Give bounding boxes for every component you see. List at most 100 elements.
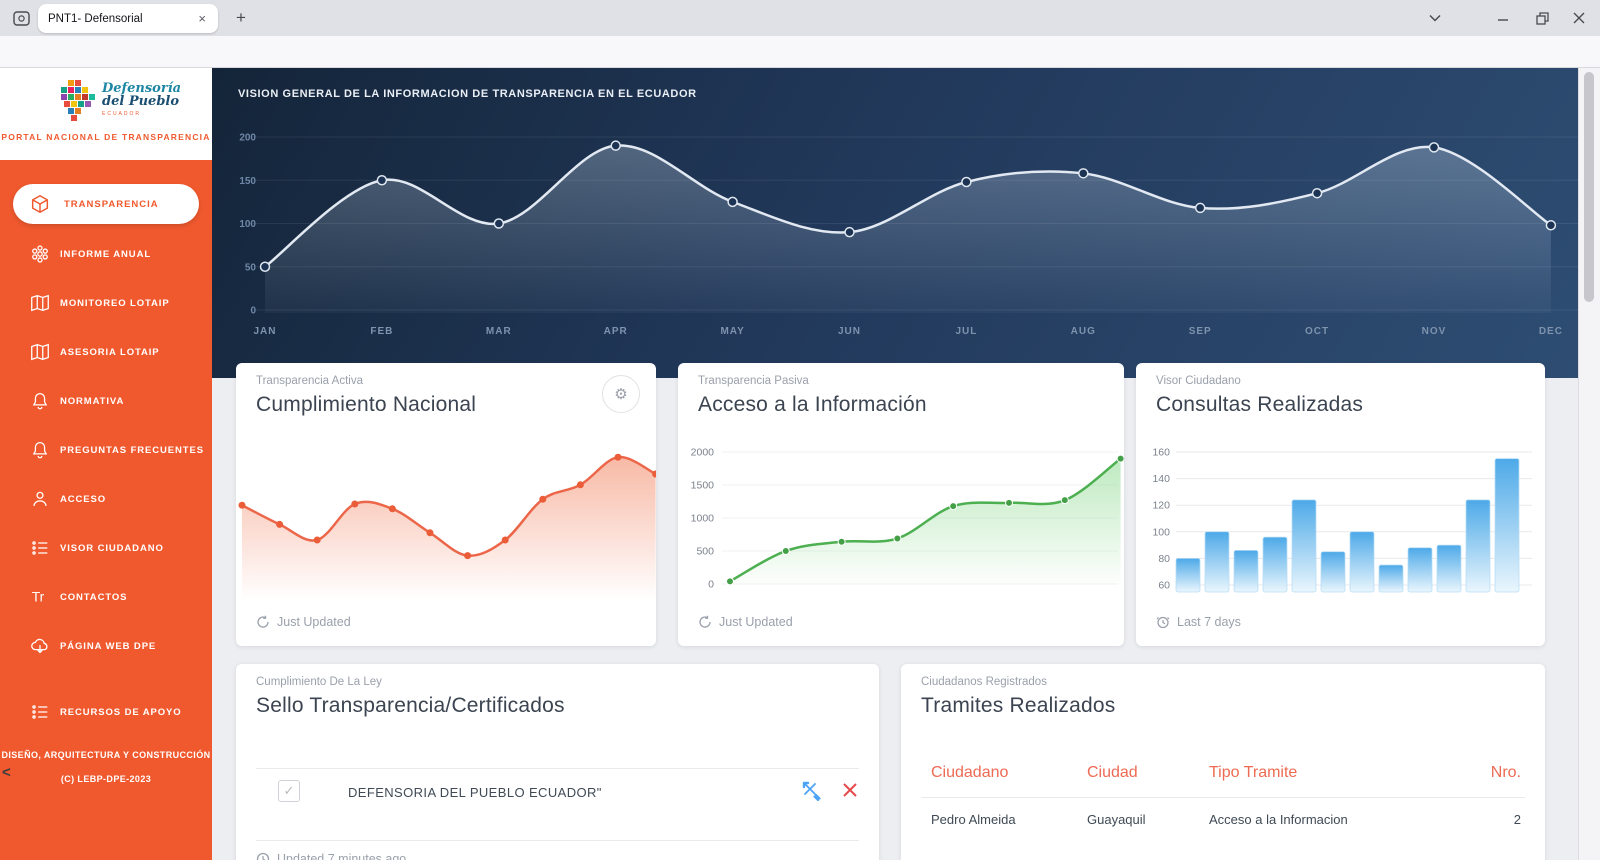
svg-text:MAR: MAR	[486, 326, 512, 337]
sidebar-item-label: CONTACTOS	[60, 591, 128, 603]
sidebar-item-label: RECURSOS DE APOYO	[60, 706, 182, 718]
sidebar-item-label: VISOR CIUDADANO	[60, 542, 164, 554]
sidebar-item-label: MONITOREO LOTAIP	[60, 297, 170, 309]
card-category: Transparencia Pasiva	[698, 375, 809, 387]
card-cumplimiento-nacional: Transparencia Activa Cumplimiento Nacion…	[236, 363, 656, 646]
restore-window-icon[interactable]	[1531, 7, 1553, 29]
svg-text:160: 160	[1152, 447, 1170, 459]
ecuador-mosaic-logo	[61, 80, 95, 121]
list-icon	[28, 537, 52, 559]
portal-title: PORTAL NACIONAL DE TRANSPARENCIA	[1, 132, 211, 142]
svg-text:0: 0	[250, 306, 256, 317]
sidebar-item-monitoreo-lotaip[interactable]: MONITOREO LOTAIP	[0, 283, 212, 323]
list-icon	[28, 701, 52, 723]
hero-line-chart: 200 150 100 50 0 JAN FEB MAR APR MAY JUN JUL AUG SEP O…	[239, 133, 1578, 337]
card-acceso-informacion: Transparencia Pasiva Acceso a la Informa…	[678, 363, 1124, 646]
svg-text:SEP: SEP	[1189, 326, 1212, 337]
card-footer: Just Updated	[698, 615, 793, 629]
acceso-chart: 2000 1500 1000 500 0	[691, 447, 1124, 591]
sidebar-collapse-icon[interactable]: <	[2, 764, 11, 781]
sidebar-item-label: INFORME ANUAL	[60, 248, 152, 260]
defensoria-logo: Defensoría del Pueblo ECUADOR	[58, 78, 181, 124]
svg-text:100: 100	[1152, 526, 1170, 538]
person-icon	[28, 488, 52, 510]
sidebar-item-contactos[interactable]: Tr CONTACTOS	[0, 577, 212, 617]
svg-text:AUG: AUG	[1071, 326, 1096, 337]
sidebar-item-label: NORMATIVA	[60, 395, 125, 407]
svg-text:1500: 1500	[691, 480, 715, 492]
card-title: Sello Transparencia/Certificados	[256, 694, 565, 717]
clock-icon	[1156, 615, 1170, 629]
delete-x-icon[interactable]	[842, 782, 858, 798]
new-tab-button[interactable]: +	[236, 8, 246, 27]
col-header-tipo-tramite: Tipo Tramite	[1209, 764, 1298, 781]
svg-text:JAN: JAN	[253, 326, 276, 337]
svg-text:1000: 1000	[691, 513, 715, 525]
cell-tipo: Acceso a la Informacion	[1209, 812, 1348, 827]
tab-close-icon[interactable]: ×	[198, 11, 206, 26]
sidebar-item-transparencia[interactable]: TRANSPARENCIA	[13, 184, 199, 224]
brand-line3: ECUADOR	[102, 110, 142, 117]
sidebar-item-normativa[interactable]: NORMATIVA	[0, 381, 212, 421]
svg-text:JUL: JUL	[955, 326, 977, 337]
card-footer: Last 7 days	[1156, 615, 1241, 629]
svg-text:APR: APR	[604, 326, 628, 337]
sidebar-item-acceso[interactable]: ACCESO	[0, 479, 212, 519]
scrollbar-thumb[interactable]	[1584, 72, 1594, 302]
scrollbar-track[interactable]	[1578, 68, 1600, 860]
svg-text:100: 100	[239, 219, 256, 230]
divider	[921, 797, 1525, 798]
sidebar-item-asesoria-lotaip[interactable]: ASESORIA LOTAIP	[0, 332, 212, 372]
sidebar-item-label: ASESORIA LOTAIP	[60, 346, 160, 358]
tab-list-chevron-icon[interactable]	[1424, 7, 1446, 29]
col-header-ciudadano: Ciudadano	[931, 764, 1009, 781]
card-footer: Updated 7 minutes ago	[256, 852, 406, 860]
svg-text:MAY: MAY	[720, 326, 744, 337]
card-sello-transparencia: Cumplimiento De La Ley Sello Transparenc…	[236, 664, 879, 860]
card-title: Acceso a la Información	[698, 393, 927, 416]
svg-text:2000: 2000	[691, 447, 715, 459]
sidebar-item-visor-ciudadano[interactable]: VISOR CIUDADANO	[0, 528, 212, 568]
gear-icon[interactable]: ⚙	[602, 375, 640, 413]
brand-line2: del Pueblo	[102, 93, 180, 109]
card-category: Transparencia Activa	[256, 375, 363, 387]
close-window-icon[interactable]	[1568, 7, 1590, 29]
edit-tools-icon[interactable]	[802, 781, 822, 801]
sidebar-item-recursos-de-apoyo[interactable]: RECURSOS DE APOYO	[0, 692, 212, 732]
firefox-view-icon[interactable]	[10, 7, 32, 29]
sidebar-footer-credit: DISEÑO, ARQUITECTURA Y CONSTRUCCIÓN	[1, 750, 211, 760]
card-tramites-realizados: Ciudadanos Registrados Tramites Realizad…	[901, 664, 1545, 860]
minimize-window-icon[interactable]	[1492, 7, 1514, 29]
brand-line1: Defensoría	[102, 80, 182, 96]
card-consultas-realizadas: Visor Ciudadano Consultas Realizadas 160…	[1136, 363, 1545, 646]
cube-icon	[29, 193, 51, 215]
col-header-ciudad: Ciudad	[1087, 764, 1138, 781]
sidebar-item-pagina-web-dpe[interactable]: PÁGINA WEB DPE	[0, 626, 212, 666]
cell-ciudadano: Pedro Almeida	[931, 812, 1016, 827]
svg-text:50: 50	[245, 262, 257, 273]
atom-icon	[28, 243, 52, 265]
text-format-icon: Tr	[28, 586, 52, 608]
col-header-nro: Nro.	[1490, 764, 1521, 781]
card-title: Tramites Realizados	[921, 694, 1116, 717]
card-title: Cumplimiento Nacional	[256, 393, 477, 416]
sidebar-item-preguntas-frecuentes[interactable]: PREGUNTAS FRECUENTES	[0, 430, 212, 470]
sidebar-brand-panel: Defensoría del Pueblo ECUADOR PORTAL NAC…	[0, 68, 212, 160]
svg-text:140: 140	[1152, 473, 1170, 485]
svg-text:FEB: FEB	[370, 326, 393, 337]
certificate-checkbox[interactable]: ✓	[278, 780, 300, 802]
svg-text:120: 120	[1152, 500, 1170, 512]
sidebar-item-informe-anual[interactable]: INFORME ANUAL	[0, 234, 212, 274]
svg-text:JUN: JUN	[838, 326, 861, 337]
cumplimiento-chart	[238, 453, 656, 608]
svg-text:200: 200	[239, 133, 256, 144]
svg-text:150: 150	[239, 176, 256, 187]
divider	[256, 768, 859, 769]
card-category: Ciudadanos Registrados	[921, 676, 1047, 688]
cell-ciudad: Guayaquil	[1087, 812, 1146, 827]
sidebar-item-label: PÁGINA WEB DPE	[60, 640, 157, 652]
sidebar-item-label: ACCESO	[60, 493, 107, 505]
svg-text:NOV: NOV	[1422, 326, 1447, 337]
certificate-label: DEFENSORIA DEL PUEBLO ECUADOR"	[348, 785, 602, 800]
browser-tab[interactable]: PNT1- Defensorial ×	[38, 4, 218, 33]
